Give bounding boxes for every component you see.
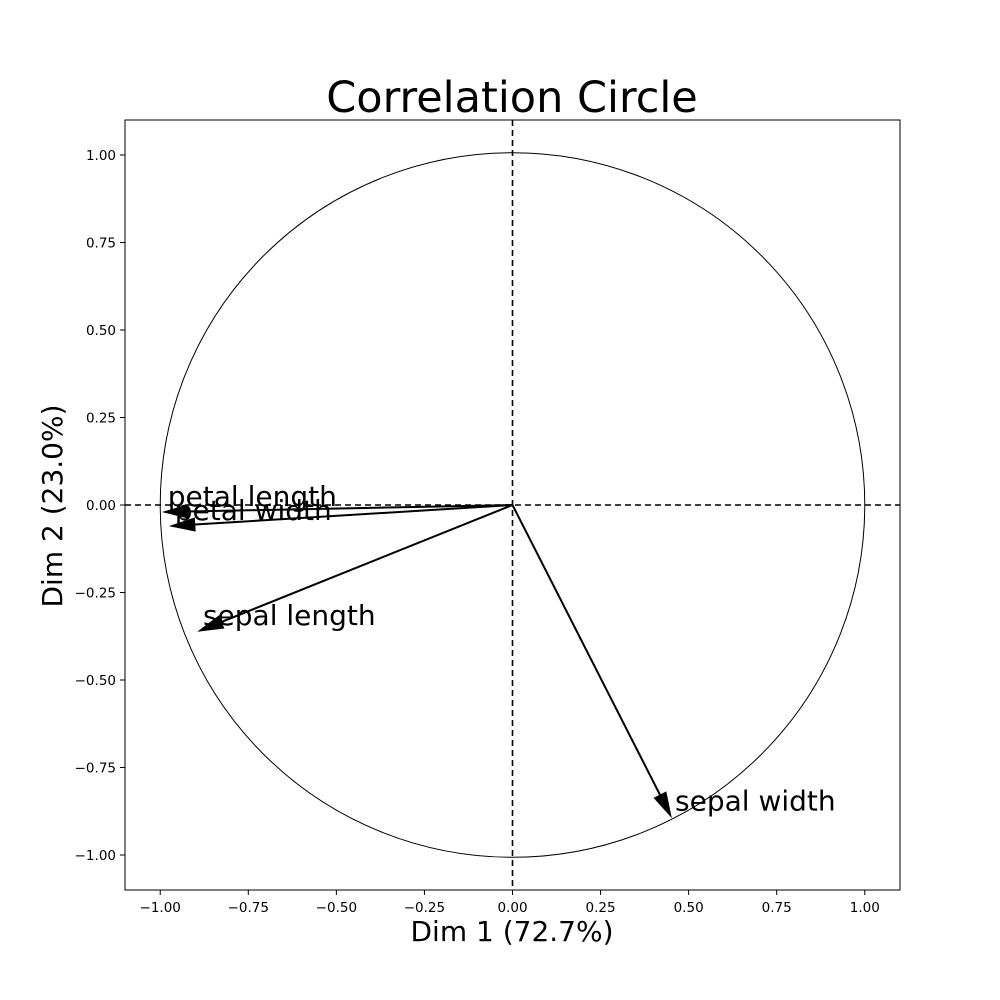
y-tick-label: −0.75: [75, 761, 116, 777]
x-tick-label: 1.00: [850, 900, 880, 916]
x-tick-label: −1.00: [140, 900, 181, 916]
y-tick-label: −0.50: [75, 673, 116, 689]
x-tick-label: 0.75: [762, 900, 792, 916]
vector-arrowhead-petal-width: [168, 517, 196, 532]
y-tick-label: 0.25: [86, 411, 116, 427]
vector-line-sepal-width: [511, 504, 662, 796]
x-axis-label: Dim 1 (72.7%): [410, 915, 613, 948]
vector-line-sepal-length: [220, 504, 513, 623]
vector-label-petal-width: petal width: [175, 494, 332, 527]
vector-line-petal-length: [187, 504, 513, 513]
y-tick-label: −0.25: [75, 586, 116, 602]
chart-title: Correlation Circle: [326, 73, 698, 123]
vector-line-petal-width: [194, 504, 513, 526]
vector-arrowhead-sepal-length: [197, 615, 225, 632]
y-tick-label: 1.00: [86, 148, 116, 164]
y-tick-label: 0.00: [86, 498, 116, 514]
y-axis-label: Dim 2 (23.0%): [36, 404, 69, 607]
x-tick-label: 0.00: [497, 900, 527, 916]
x-tick-label: 0.50: [674, 900, 704, 916]
x-tick-label: 0.25: [586, 900, 616, 916]
y-tick-label: 0.50: [86, 323, 116, 339]
vector-label-sepal-width: sepal width: [675, 785, 836, 818]
vector-label-sepal-length: sepal length: [203, 599, 376, 632]
x-tick-label: −0.50: [316, 900, 357, 916]
y-tick-label: 0.75: [86, 236, 116, 252]
vector-label-petal-length: petal length: [168, 480, 337, 513]
vector-arrowhead-petal-length: [161, 504, 189, 519]
y-tick-label: −1.00: [75, 848, 116, 864]
x-tick-label: −0.75: [228, 900, 269, 916]
x-tick-label: −0.25: [404, 900, 445, 916]
vector-arrowhead-sepal-width: [653, 791, 672, 819]
plot-area: sepal length sepal width petal lengthpetal…: [75, 119, 901, 916]
